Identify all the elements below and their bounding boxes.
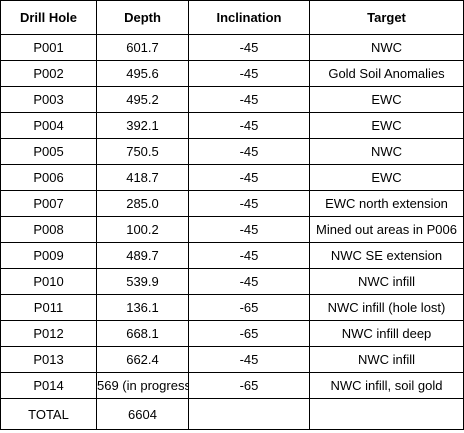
header-target: Target [309, 0, 464, 35]
total-depth: 6604 [96, 398, 189, 430]
cell-inclination: -45 [188, 242, 310, 269]
cell-inclination: -65 [188, 372, 310, 399]
total-label: TOTAL [0, 398, 97, 430]
header-depth: Depth [96, 0, 189, 35]
cell-depth: 750.5 [96, 138, 189, 165]
table-row: P008 100.2 -45 Mined out areas in P006 [0, 216, 464, 243]
cell-target: NWC [309, 34, 464, 61]
cell-drill-hole: P012 [0, 320, 97, 347]
cell-depth: 489.7 [96, 242, 189, 269]
cell-drill-hole: P009 [0, 242, 97, 269]
cell-target: NWC infill, soil gold [309, 372, 464, 399]
cell-depth: 662.4 [96, 346, 189, 373]
cell-inclination: -45 [188, 34, 310, 61]
table-row: P010 539.9 -45 NWC infill [0, 268, 464, 295]
cell-inclination: -65 [188, 320, 310, 347]
table-row: P007 285.0 -45 EWC north extension [0, 190, 464, 217]
cell-depth: 668.1 [96, 320, 189, 347]
cell-inclination: -65 [188, 294, 310, 321]
table-row: P001 601.7 -45 NWC [0, 34, 464, 61]
cell-inclination: -45 [188, 216, 310, 243]
cell-inclination: -45 [188, 190, 310, 217]
cell-depth: 392.1 [96, 112, 189, 139]
table-row: P011 136.1 -65 NWC infill (hole lost) [0, 294, 464, 321]
cell-inclination: -45 [188, 268, 310, 295]
table-row: P006 418.7 -45 EWC [0, 164, 464, 191]
cell-drill-hole: P013 [0, 346, 97, 373]
cell-target: NWC infill (hole lost) [309, 294, 464, 321]
cell-depth: 601.7 [96, 34, 189, 61]
cell-depth: 539.9 [96, 268, 189, 295]
cell-inclination: -45 [188, 164, 310, 191]
table-row: P004 392.1 -45 EWC [0, 112, 464, 139]
table-row: P002 495.6 -45 Gold Soil Anomalies [0, 60, 464, 87]
table-row: P012 668.1 -65 NWC infill deep [0, 320, 464, 347]
cell-drill-hole: P007 [0, 190, 97, 217]
cell-inclination: -45 [188, 86, 310, 113]
table-row: P009 489.7 -45 NWC SE extension [0, 242, 464, 269]
header-inclination: Inclination [188, 0, 310, 35]
cell-depth: 136.1 [96, 294, 189, 321]
cell-drill-hole: P010 [0, 268, 97, 295]
cell-depth: 495.2 [96, 86, 189, 113]
total-target [309, 398, 464, 430]
cell-depth: 100.2 [96, 216, 189, 243]
cell-drill-hole: P003 [0, 86, 97, 113]
cell-depth: 569 (in progress) [96, 372, 189, 399]
cell-drill-hole: P011 [0, 294, 97, 321]
cell-target: Gold Soil Anomalies [309, 60, 464, 87]
table-row: P005 750.5 -45 NWC [0, 138, 464, 165]
cell-target: Mined out areas in P006 [309, 216, 464, 243]
cell-inclination: -45 [188, 346, 310, 373]
cell-drill-hole: P014 [0, 372, 97, 399]
cell-target: NWC SE extension [309, 242, 464, 269]
cell-drill-hole: P006 [0, 164, 97, 191]
cell-drill-hole: P004 [0, 112, 97, 139]
header-drill-hole: Drill Hole [0, 0, 97, 35]
cell-drill-hole: P008 [0, 216, 97, 243]
cell-depth: 418.7 [96, 164, 189, 191]
cell-target: EWC [309, 164, 464, 191]
cell-target: EWC [309, 86, 464, 113]
header-row: Drill Hole Depth Inclination Target [0, 0, 464, 35]
total-row: TOTAL 6604 [0, 398, 464, 430]
cell-target: EWC [309, 112, 464, 139]
cell-inclination: -45 [188, 112, 310, 139]
cell-inclination: -45 [188, 60, 310, 87]
cell-target: NWC infill deep [309, 320, 464, 347]
cell-target: EWC north extension [309, 190, 464, 217]
cell-target: NWC infill [309, 268, 464, 295]
cell-drill-hole: P002 [0, 60, 97, 87]
table-row: P013 662.4 -45 NWC infill [0, 346, 464, 373]
cell-drill-hole: P005 [0, 138, 97, 165]
cell-target: NWC infill [309, 346, 464, 373]
cell-depth: 495.6 [96, 60, 189, 87]
table-row: P003 495.2 -45 EWC [0, 86, 464, 113]
cell-target: NWC [309, 138, 464, 165]
table-row: P014 569 (in progress) -65 NWC infill, s… [0, 372, 464, 399]
cell-drill-hole: P001 [0, 34, 97, 61]
total-inclination [188, 398, 310, 430]
cell-inclination: -45 [188, 138, 310, 165]
cell-depth: 285.0 [96, 190, 189, 217]
